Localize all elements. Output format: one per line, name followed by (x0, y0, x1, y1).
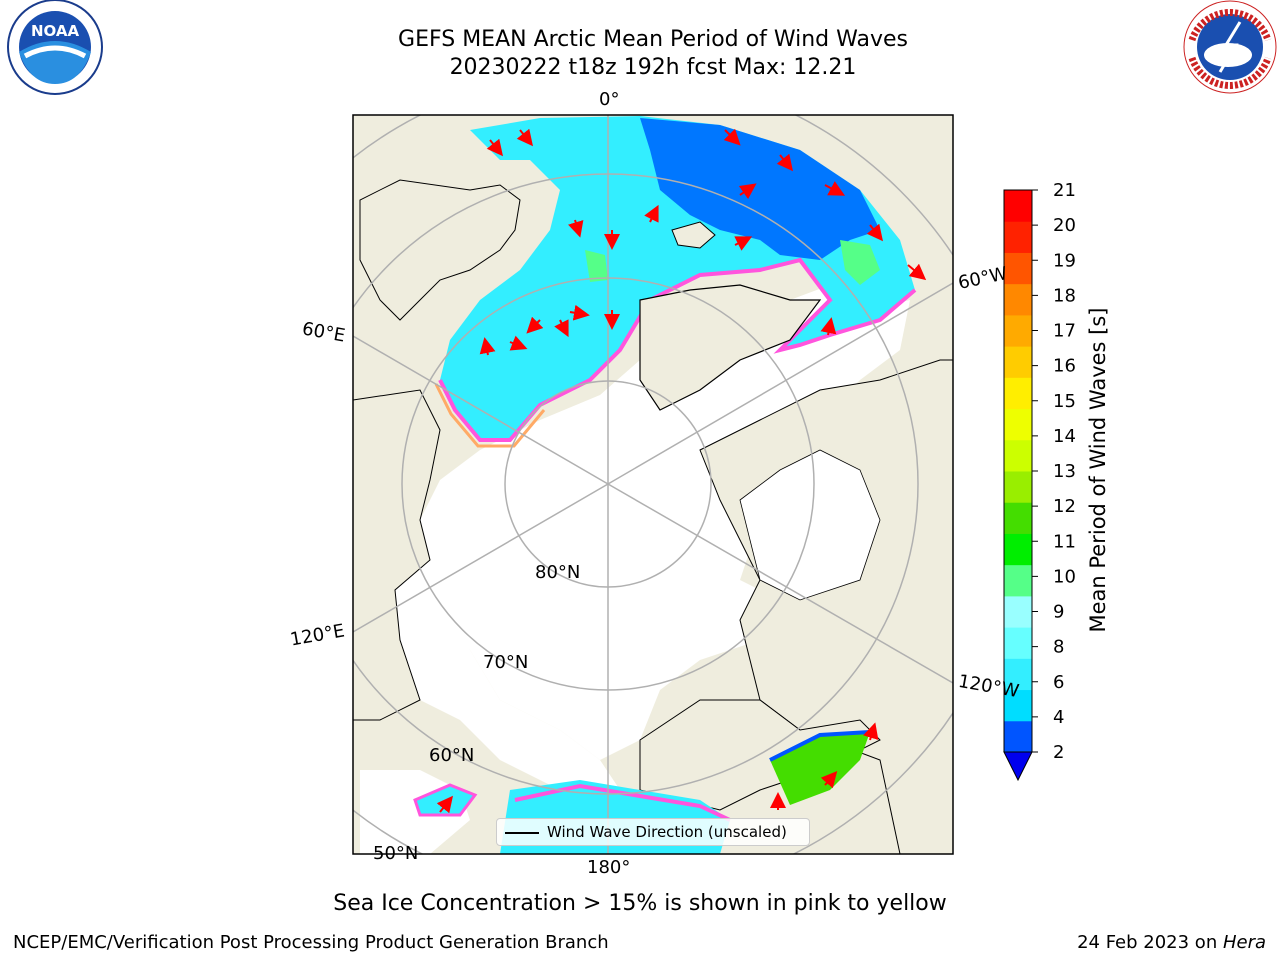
wave-arrow (776, 153, 793, 172)
lat-label-50: 50°N (373, 843, 419, 864)
meridian-120w (607, 483, 953, 684)
wave-arrow (554, 319, 569, 338)
map-legend: Wind Wave Direction (unscaled) (496, 818, 810, 846)
wave-arrow (738, 183, 757, 200)
colorbar-segment (1004, 502, 1032, 534)
atlantic-green-patch (840, 240, 880, 285)
footer-branch: NCEP/EMC/Verification Post Processing Pr… (13, 932, 609, 953)
wave-arrow (436, 795, 453, 814)
wave-arrow (486, 138, 503, 157)
siberia-land (353, 389, 441, 721)
colorbar-tick-label: 10 (1053, 566, 1076, 587)
colorbar-tick-label: 4 (1053, 707, 1064, 728)
scandinavia-land (359, 179, 521, 321)
meridian-60e (353, 335, 609, 485)
lat-label-60: 60°N (429, 745, 475, 766)
wave-arrow (644, 204, 659, 223)
map-title: GEFS MEAN Arctic Mean Period of Wind Wav… (398, 27, 908, 52)
colorbar-segment (1004, 439, 1032, 472)
colorbar-tick-label: 6 (1053, 672, 1064, 693)
colorbar-tick-label: 8 (1053, 637, 1064, 658)
wave-arrow (568, 219, 584, 238)
wave-arrow (820, 770, 838, 789)
wave-arrow (479, 337, 496, 356)
colorbar-segment (1004, 283, 1032, 316)
ice-edge-atlantic (438, 257, 917, 442)
colorbar-segment (1004, 314, 1032, 347)
colorbar-segment (1004, 190, 1032, 222)
wave-arrow (866, 223, 883, 242)
lon-label-180: 180° (587, 857, 631, 878)
wave-arrow (824, 181, 846, 196)
meridian-60w (607, 282, 953, 485)
colorbar-segment (1004, 627, 1032, 659)
wave-arrow (526, 316, 544, 334)
colorbar-segment (1004, 533, 1032, 566)
wave-arrow (907, 263, 927, 281)
colorbar-tick-label: 13 (1053, 461, 1076, 482)
colorbar-segment (1004, 595, 1032, 628)
colorbar-tick-label: 18 (1053, 285, 1076, 306)
lat-label-70: 70°N (483, 652, 529, 673)
colorbar-title: Mean Period of Wind Waves [s] (1086, 307, 1110, 633)
ice-edge-atlantic-outer (434, 383, 546, 448)
colorbar-segment (1004, 720, 1032, 753)
lat-label-80: 80°N (535, 562, 581, 583)
gulf-alaska-edge (769, 730, 871, 762)
colorbar-tick-label: 21 (1053, 180, 1076, 201)
colorbar: 2 4 6 8 9 10 11 12 13 14 15 16 17 18 19 20 21 (1003, 180, 1076, 782)
wave-arrow (509, 335, 528, 351)
footer-date: 24 Feb 2023 on Hera (1077, 932, 1266, 953)
colorbar-tick-label: 11 (1053, 531, 1076, 552)
meridian-120e (353, 483, 609, 633)
wave-arrow (516, 128, 533, 147)
sea-ice-note: Sea Ice Concentration > 15% is shown in … (333, 891, 947, 916)
colorbar-tick-label: 17 (1053, 321, 1076, 342)
noaa-logo-icon: NOAA (7, 0, 103, 95)
legend-line-icon (505, 832, 539, 834)
colorbar-tick-label: 2 (1053, 742, 1064, 763)
map-subtitle: 20230222 t18z 192h fcst Max: 12.21 (449, 55, 857, 80)
colorbar-segment (1004, 252, 1032, 285)
colorbar-segment (1004, 346, 1032, 378)
colorbar-tick-label: 14 (1053, 426, 1076, 447)
map-area (353, 115, 953, 854)
wave-arrow (734, 236, 753, 251)
colorbar-tick-label: 20 (1053, 215, 1076, 236)
nws-logo-icon (1183, 0, 1277, 94)
noaa-logo-text: NOAA (31, 22, 80, 40)
colorbar-extend-arrow (1003, 751, 1033, 782)
lon-label-0: 0° (599, 89, 620, 110)
gulf-alaska-waves (770, 732, 870, 805)
colorbar-tick-label: 12 (1053, 496, 1076, 517)
iceland-land (671, 221, 716, 249)
arctic-ice (420, 285, 910, 760)
wave-arrow (820, 317, 837, 336)
wind-wave-arrows (436, 128, 927, 814)
wave-arrow (863, 722, 879, 741)
greenland-land (639, 284, 822, 411)
colorbar-segment (1004, 221, 1032, 253)
colorbar-tick-label: 15 (1053, 391, 1076, 412)
wave-arrow (723, 128, 741, 146)
footer-machine: Hera (1222, 932, 1266, 953)
footer-date-text: 24 Feb 2023 on (1077, 932, 1223, 953)
barents-green-patch (585, 250, 608, 282)
wave-arrow (569, 304, 590, 321)
legend-label: Wind Wave Direction (unscaled) (547, 823, 787, 841)
atlantic-deep-waves (640, 118, 880, 260)
colorbar-segment (1004, 689, 1032, 722)
colorbar-segment (1004, 408, 1032, 441)
map-frame (352, 114, 954, 855)
colorbar-tick-label: 9 (1053, 602, 1064, 623)
colorbar-segment (1004, 377, 1032, 410)
colorbar-tick-label: 19 (1053, 250, 1076, 271)
colorbar-segment (1004, 471, 1032, 503)
colorbar-segment (1004, 658, 1032, 691)
colorbar-tick-label: 16 (1053, 356, 1076, 377)
colorbar-segment (1004, 564, 1032, 597)
